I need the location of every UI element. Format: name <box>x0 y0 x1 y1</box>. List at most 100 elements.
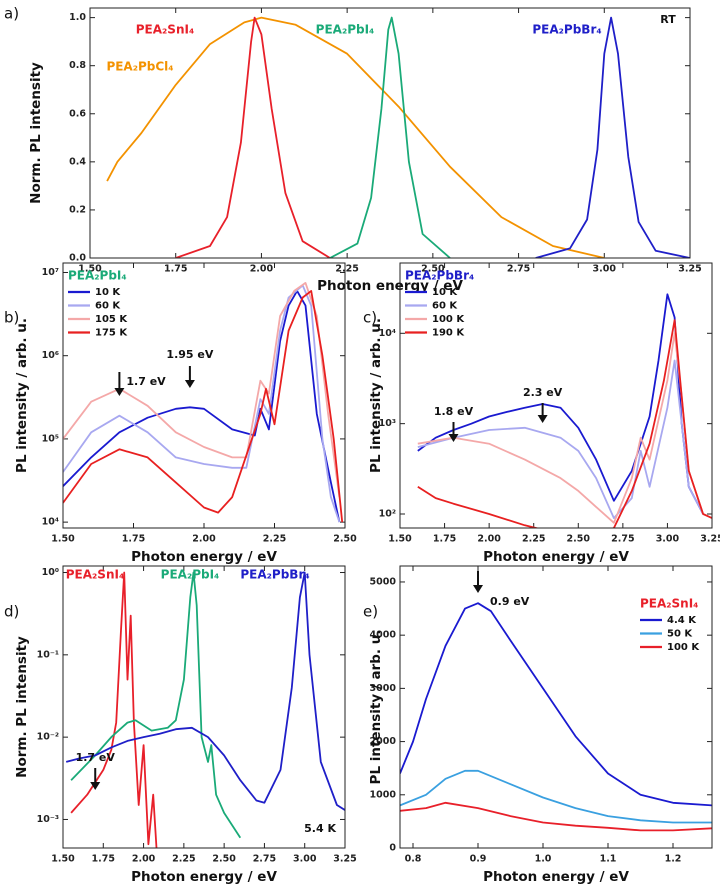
x-tick-label: 1.0 <box>535 854 552 865</box>
panel: b) 1.50 1.75 2.00 2.25 2.50 10⁴ 10⁵ 10⁶ 10⁷ PEA₂Pb… <box>4 262 357 565</box>
y-tick-label: 10² <box>379 509 396 520</box>
x-tick-label: 2.50 <box>421 264 445 275</box>
panel-letter: a) <box>4 5 19 23</box>
y-tick-label: 0.2 <box>69 204 86 215</box>
annotation: 2.3 eV <box>523 386 563 399</box>
series-line <box>70 571 158 848</box>
y-tick-label: 0 <box>389 843 396 854</box>
arrow-head <box>473 585 483 593</box>
y-tick-label: 3000 <box>370 683 397 694</box>
annotation: 1.95 eV <box>166 348 213 361</box>
x-tick-label: 2.50 <box>567 534 591 545</box>
y-tick-label: 10⁻² <box>37 732 59 743</box>
series-line <box>70 571 242 839</box>
panel-letter: e) <box>363 603 378 621</box>
y-tick-label: 10⁵ <box>42 433 59 444</box>
x-tick-label: 2.75 <box>507 264 530 275</box>
x-tick-label: 2.00 <box>192 534 216 545</box>
series-group <box>400 602 712 832</box>
x-axis-label: Photon energy / eV <box>483 869 629 885</box>
x-axis-label: Photon energy / eV <box>483 549 629 565</box>
y-tick-label: 10⁻³ <box>37 814 59 825</box>
y-tick-label: 10⁶ <box>42 350 59 361</box>
plot-frame <box>399 565 713 849</box>
x-tick-label: 2.75 <box>611 534 634 545</box>
arrow-head <box>114 388 125 396</box>
series-group <box>63 281 344 523</box>
x-tick-label: 3.25 <box>700 534 720 545</box>
series-label: PEA₂SnI₄ <box>66 568 124 582</box>
y-tick-label: 0.8 <box>69 60 86 71</box>
legend-title: PEA₂PbBr₄ <box>405 269 474 283</box>
series-line <box>63 281 341 498</box>
x-axis-label: Photon energy / eV <box>131 869 277 885</box>
series-line <box>400 801 712 832</box>
annotation: RT <box>660 13 676 26</box>
legend-label: 175 K <box>95 328 128 339</box>
series-line <box>400 769 712 824</box>
panel-letter: c) <box>363 309 377 327</box>
series-label: PEA₂PbI₄ <box>316 23 375 37</box>
annotation: 1.7 eV <box>76 751 116 764</box>
panel-letter: d) <box>4 603 19 621</box>
x-tick-label: 1.50 <box>388 534 412 545</box>
panel: c) 1.50 1.75 2.00 2.25 2.50 2.75 3.00 3.25 10² 10³… <box>363 262 720 565</box>
x-tick-label: 1.2 <box>665 854 682 865</box>
x-tick-label: 2.25 <box>335 264 358 275</box>
y-axis-label: PL intensity / arb. u. <box>368 630 384 785</box>
legend-label: 100 K <box>432 314 465 325</box>
y-tick-label: 4000 <box>370 630 397 641</box>
legend-label: 50 K <box>667 629 693 640</box>
annotation: 1.8 eV <box>434 405 474 418</box>
series-group <box>417 293 712 528</box>
x-tick-label: 2.00 <box>132 854 156 865</box>
x-tick-label: 0.9 <box>470 854 487 865</box>
y-tick-label: 0.0 <box>69 253 86 264</box>
y-tick-label: 1000 <box>370 789 397 800</box>
legend-label: 105 K <box>95 314 128 325</box>
y-tick-label: 5000 <box>370 576 397 587</box>
series-label: PEA₂PbCl₄ <box>106 60 173 74</box>
x-tick-label: 1.50 <box>51 854 75 865</box>
arrow-head <box>448 434 459 442</box>
x-tick-label: 1.75 <box>164 264 187 275</box>
arrow-head <box>90 782 101 790</box>
y-tick-label: 10³ <box>379 418 396 429</box>
y-tick-label: 10⁴ <box>42 517 59 528</box>
x-tick-label: 3.25 <box>678 264 701 275</box>
series-label: PEA₂PbBr₄ <box>240 568 309 582</box>
annotation: 1.7 eV <box>126 375 166 388</box>
annotation: 5.4 K <box>304 822 336 835</box>
y-tick-label: 0.4 <box>69 156 86 167</box>
x-axis-label: Photon energy / eV <box>131 549 277 565</box>
series-group <box>65 571 345 848</box>
series-line <box>417 293 704 515</box>
series-label: PEA₂PbI₄ <box>161 568 220 582</box>
legend-label: 10 K <box>95 287 121 298</box>
y-axis-label: PL intensity / arb. u. <box>368 318 384 473</box>
y-tick-label: 2000 <box>370 736 397 747</box>
x-tick-label: 3.25 <box>333 854 356 865</box>
panel-letter: b) <box>4 309 19 327</box>
plot-frame <box>399 262 713 529</box>
series-label: PEA₂PbBr₄ <box>532 23 601 37</box>
legend-label: 60 K <box>432 301 458 312</box>
series-line <box>417 319 712 528</box>
y-tick-label: 10⁷ <box>42 267 59 278</box>
y-tick-label: 10⁴ <box>379 328 396 339</box>
x-tick-label: 0.8 <box>405 854 422 865</box>
series-line <box>535 16 690 258</box>
x-tick-label: 1.1 <box>600 854 617 865</box>
arrow-head <box>184 380 195 388</box>
plot-frame <box>62 262 346 529</box>
x-tick-label: 2.75 <box>253 854 276 865</box>
series-line <box>63 284 341 523</box>
legend-label: 60 K <box>95 301 121 312</box>
series-group <box>106 16 690 258</box>
y-axis-label: PL intensity / arb. u. <box>14 318 30 473</box>
x-tick-label: 1.50 <box>51 534 75 545</box>
series-line <box>175 16 331 258</box>
x-tick-label: 3.00 <box>593 264 617 275</box>
series-line <box>400 602 712 807</box>
